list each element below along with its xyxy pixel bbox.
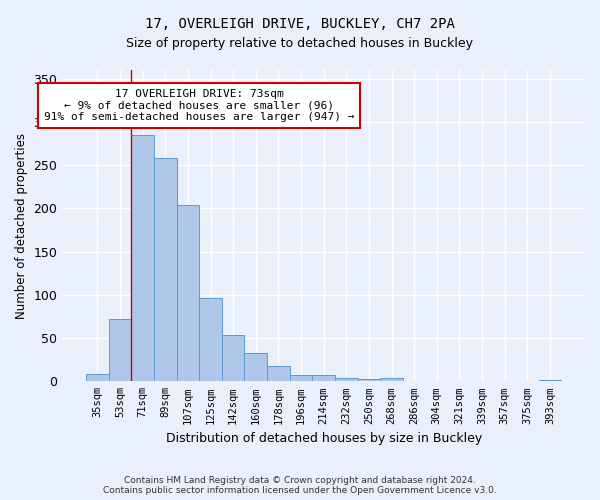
Bar [244,353,267,382]
X-axis label: Distribution of detached houses by size in Buckley: Distribution of detached houses by size … [166,432,482,445]
Bar [290,376,313,382]
Text: Contains HM Land Registry data © Crown copyright and database right 2024.
Contai: Contains HM Land Registry data © Crown c… [103,476,497,495]
Bar [131,135,154,382]
Bar [335,378,358,382]
Bar [86,374,109,382]
Bar [109,319,131,382]
Y-axis label: Number of detached properties: Number of detached properties [15,132,28,318]
Bar [154,158,176,382]
Bar [380,378,403,382]
Bar [222,336,244,382]
Bar [539,380,561,382]
Text: 17 OVERLEIGH DRIVE: 73sqm
← 9% of detached houses are smaller (96)
91% of semi-d: 17 OVERLEIGH DRIVE: 73sqm ← 9% of detach… [44,89,355,122]
Bar [176,205,199,382]
Bar [358,378,380,382]
Bar [267,366,290,382]
Bar [199,298,222,382]
Text: 17, OVERLEIGH DRIVE, BUCKLEY, CH7 2PA: 17, OVERLEIGH DRIVE, BUCKLEY, CH7 2PA [145,18,455,32]
Text: Size of property relative to detached houses in Buckley: Size of property relative to detached ho… [127,38,473,51]
Bar [313,376,335,382]
